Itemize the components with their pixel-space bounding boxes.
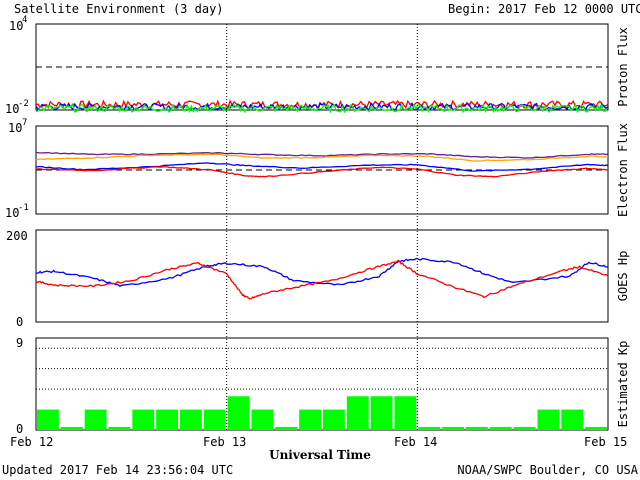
- kp-bar: [585, 426, 607, 430]
- kp-panel-frame: [35, 337, 609, 431]
- kp-bar: [537, 409, 560, 430]
- begin-label: Begin:: [448, 2, 491, 16]
- kp-bar: [442, 426, 464, 430]
- kp-ylabel: Estimated Kp: [616, 341, 630, 428]
- kp-ytick-bottom: 0: [16, 422, 23, 436]
- electron-flux-ylabel: Electron Flux: [616, 123, 630, 217]
- kp-bar: [513, 426, 536, 430]
- credit-text: NOAA/SWPC Boulder, CO USA: [457, 463, 638, 477]
- proton-flux-ylabel: Proton Flux: [616, 27, 630, 106]
- electron-ytick-top: 10: [8, 121, 22, 135]
- kp-bar: [370, 396, 393, 430]
- goes-hp-panel: 200 0 GOES Hp: [6, 229, 630, 329]
- electron-series-group: [35, 151, 609, 178]
- goes-ytick-top: 200: [6, 229, 28, 243]
- proton-ytick-bottom-exp: -2: [18, 99, 29, 109]
- electron-series-orange-line: [35, 153, 609, 162]
- kp-bar: [323, 409, 345, 430]
- kp-bars-group: [36, 337, 608, 430]
- updated-timestamp: Updated 2017 Feb 14 23:56:04 UTC: [2, 463, 233, 477]
- kp-bar: [251, 409, 274, 430]
- xtick-feb-13: Feb 13: [203, 435, 246, 449]
- proton-ytick-top-exp: 4: [22, 15, 27, 25]
- begin-value: 2017 Feb 12 0000 UTC: [498, 2, 640, 16]
- chart-title: Satellite Environment (3 day): [14, 2, 224, 16]
- proton-ytick-bottom: 10: [5, 102, 19, 116]
- kp-bar: [394, 396, 417, 430]
- xtick-feb-12: Feb 12: [10, 435, 53, 449]
- proton-flux-panel: 10 4 10 -2 Proton Flux: [5, 15, 630, 116]
- proton-ytick-top: 10: [9, 19, 23, 33]
- electron-ytick-bottom: 10: [5, 206, 19, 220]
- electron-flux-panel: 10 7 10 -1 Electron Flux: [5, 118, 630, 220]
- xtick-feb-14: Feb 14: [394, 435, 437, 449]
- kp-bar: [132, 409, 155, 430]
- kp-bar: [275, 426, 298, 430]
- electron-ytick-bottom-exp: -1: [18, 203, 29, 213]
- xtick-feb-15: Feb 15: [584, 435, 627, 449]
- electron-series-red-line: [35, 166, 609, 178]
- goes-ytick-bottom: 0: [16, 315, 23, 329]
- kp-bar: [299, 409, 321, 430]
- kp-bar: [180, 409, 202, 430]
- kp-bar: [156, 409, 178, 430]
- kp-bar: [227, 396, 250, 430]
- proton-series-group: [35, 66, 609, 114]
- kp-bar: [84, 409, 107, 430]
- goes_hp-series-red-line: [35, 259, 609, 300]
- kp-ytick-top: 9: [16, 336, 23, 350]
- goes-series-group: [35, 257, 609, 300]
- kp-bar: [561, 409, 584, 430]
- kp-bar: [108, 426, 131, 430]
- proton-series-green-line: [35, 102, 609, 114]
- kp-panel: 9 0 Estimated Kp: [16, 336, 630, 436]
- electron-series-purple-line: [35, 151, 609, 159]
- goes_hp-series-blue-line: [35, 257, 609, 287]
- electron-ytick-top-exp: 7: [22, 118, 27, 128]
- kp-bar: [60, 426, 83, 430]
- goes-hp-ylabel: GOES Hp: [616, 251, 630, 302]
- kp-bar: [203, 409, 226, 430]
- kp-bar: [346, 396, 369, 430]
- xaxis-title: Universal Time: [269, 448, 371, 462]
- kp-bar: [489, 426, 512, 430]
- kp-bar: [466, 426, 488, 430]
- goes-panel-frame: [35, 229, 609, 323]
- kp-bar: [418, 426, 441, 430]
- kp-bar: [37, 409, 59, 430]
